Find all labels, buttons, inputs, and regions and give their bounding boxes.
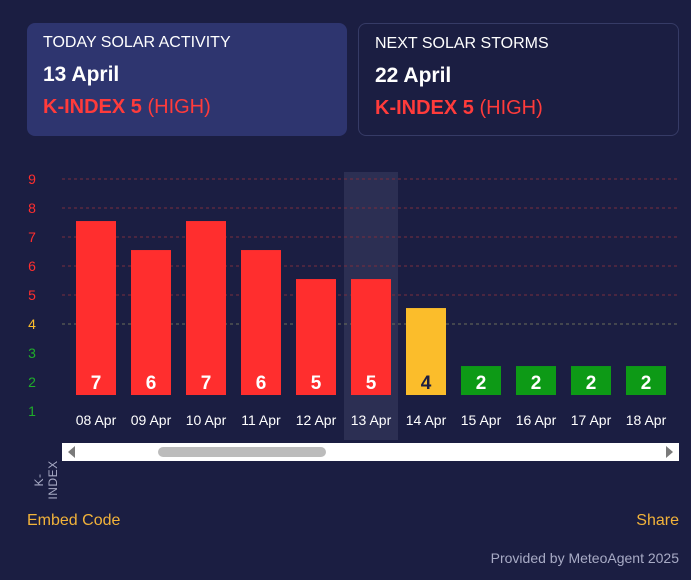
next-card-date: 22 April	[375, 64, 452, 87]
bar	[406, 308, 446, 395]
x-tick-label: 10 Apr	[186, 412, 227, 428]
bar	[186, 221, 226, 395]
y-tick-label: 2	[28, 374, 36, 390]
embed-code-link[interactable]: Embed Code	[27, 512, 121, 529]
bar	[241, 250, 281, 395]
scroll-right-arrow-icon[interactable]	[666, 446, 673, 458]
x-tick-label: 11 Apr	[241, 412, 281, 428]
kindex-bar-chart: 1 2 3 4 5 6 7 8 9 7 08 Apr 6 09 Apr 7 10 Apr 6 11 Apr 5 12…	[28, 171, 679, 440]
today-card-label: TODAY SOLAR ACTIVITY	[43, 34, 231, 51]
y-tick-label: 7	[28, 229, 36, 245]
x-tick-label: 16 Apr	[516, 412, 557, 428]
next-kindex-value: K-INDEX 5	[375, 97, 474, 119]
bar-value-label: 7	[91, 373, 102, 394]
bar-value-label: 2	[531, 373, 542, 394]
bar	[461, 366, 501, 395]
bar-value-label: 2	[586, 373, 597, 394]
x-tick-label: 13 Apr	[351, 412, 392, 428]
x-tick-label: 12 Apr	[296, 412, 337, 428]
y-tick-label: 5	[28, 287, 36, 303]
today-kindex-value: K-INDEX 5	[43, 96, 142, 118]
scroll-left-arrow-icon[interactable]	[68, 446, 75, 458]
bar	[76, 221, 116, 395]
today-activity-card: TODAY SOLAR ACTIVITY 13 April K-INDEX 5 …	[27, 23, 347, 136]
today-kindex-level: (HIGH)	[147, 96, 211, 118]
bar-value-label: 2	[641, 373, 652, 394]
bar-value-label: 6	[146, 373, 157, 394]
x-tick-label: 17 Apr	[571, 412, 612, 428]
bar-value-label: 7	[201, 373, 212, 394]
y-axis-title: K-INDEX	[32, 460, 60, 500]
bar-value-label: 5	[311, 373, 322, 394]
chart-horizontal-scrollbar[interactable]	[62, 443, 679, 461]
next-storms-card: NEXT SOLAR STORMS 22 April K-INDEX 5 (HI…	[358, 23, 679, 136]
x-tick-label: 15 Apr	[461, 412, 502, 428]
next-card-label: NEXT SOLAR STORMS	[375, 35, 549, 52]
x-tick-label: 08 Apr	[76, 412, 117, 428]
today-card-date: 13 April	[43, 63, 120, 86]
bar	[626, 366, 666, 395]
x-tick-label: 18 Apr	[626, 412, 667, 428]
bar	[516, 366, 556, 395]
y-tick-label: 3	[28, 345, 36, 361]
bar-value-label: 5	[366, 373, 377, 394]
bar-value-label: 2	[476, 373, 487, 394]
today-kindex: K-INDEX 5 (HIGH)	[43, 96, 331, 119]
bar	[571, 366, 611, 395]
x-tick-label: 14 Apr	[406, 412, 447, 428]
scrollbar-thumb[interactable]	[158, 447, 326, 457]
bar	[296, 279, 336, 395]
bar	[131, 250, 171, 395]
bar-value-label: 6	[256, 373, 267, 394]
next-kindex-level: (HIGH)	[479, 97, 543, 119]
next-kindex: K-INDEX 5 (HIGH)	[375, 97, 662, 120]
provided-by-text: Provided by MeteoAgent 2025	[490, 550, 679, 566]
y-tick-label: 4	[28, 316, 36, 332]
y-tick-label: 6	[28, 258, 36, 274]
bar	[351, 279, 391, 395]
y-tick-label: 1	[28, 403, 36, 419]
bar-value-label: 4	[421, 373, 432, 394]
share-link[interactable]: Share	[636, 512, 679, 529]
y-tick-label: 9	[28, 171, 36, 187]
y-tick-label: 8	[28, 200, 36, 216]
x-tick-label: 09 Apr	[131, 412, 172, 428]
